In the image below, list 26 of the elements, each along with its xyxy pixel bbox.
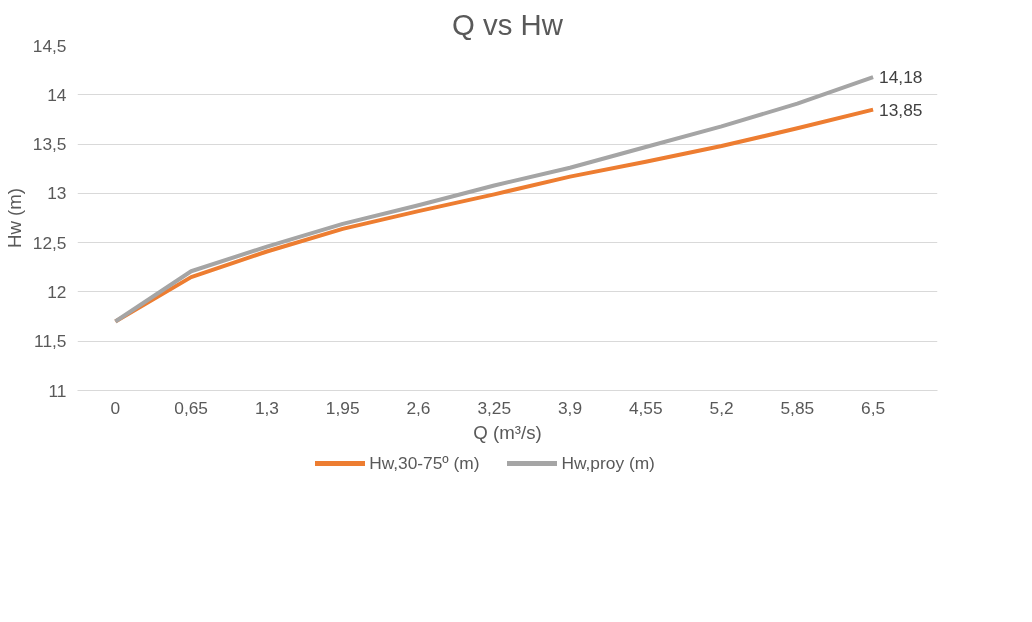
legend-label: Hw,30-75º (m): [369, 453, 480, 474]
x-tick-label: 5,2: [709, 397, 734, 418]
x-tick-label: 2,6: [406, 397, 431, 418]
x-tick-label: 1,3: [254, 397, 279, 418]
data-label: 14,18: [879, 67, 923, 88]
data-label: 13,85: [879, 99, 923, 120]
x-axis-title: Q (m³/s): [473, 421, 542, 443]
y-tick-label: 12,5: [32, 232, 67, 253]
y-tick-label: 13: [47, 183, 67, 204]
y-tick-label: 14: [47, 84, 67, 105]
x-tick-label: 3,9: [557, 397, 583, 418]
y-tick-label: 11: [48, 380, 67, 401]
x-tick-label: 6,5: [861, 397, 886, 418]
y-axis-title: Hw (m): [3, 187, 25, 249]
x-tick-label: 5,85: [780, 397, 815, 418]
chart-title: Q vs Hw: [452, 7, 564, 41]
legend-label: Hw,proy (m): [561, 453, 655, 474]
x-tick-label: 4,55: [628, 397, 663, 418]
x-tick-label: 1,95: [325, 397, 360, 418]
y-tick-label: 13,5: [32, 134, 67, 155]
y-tick-label: 12: [47, 281, 67, 302]
x-tick-label: 3,25: [477, 397, 512, 418]
x-tick-label: 0: [110, 397, 121, 418]
x-tick-label: 0,65: [174, 397, 209, 418]
y-tick-label: 14,5: [32, 35, 67, 56]
y-tick-label: 11,5: [34, 331, 67, 352]
